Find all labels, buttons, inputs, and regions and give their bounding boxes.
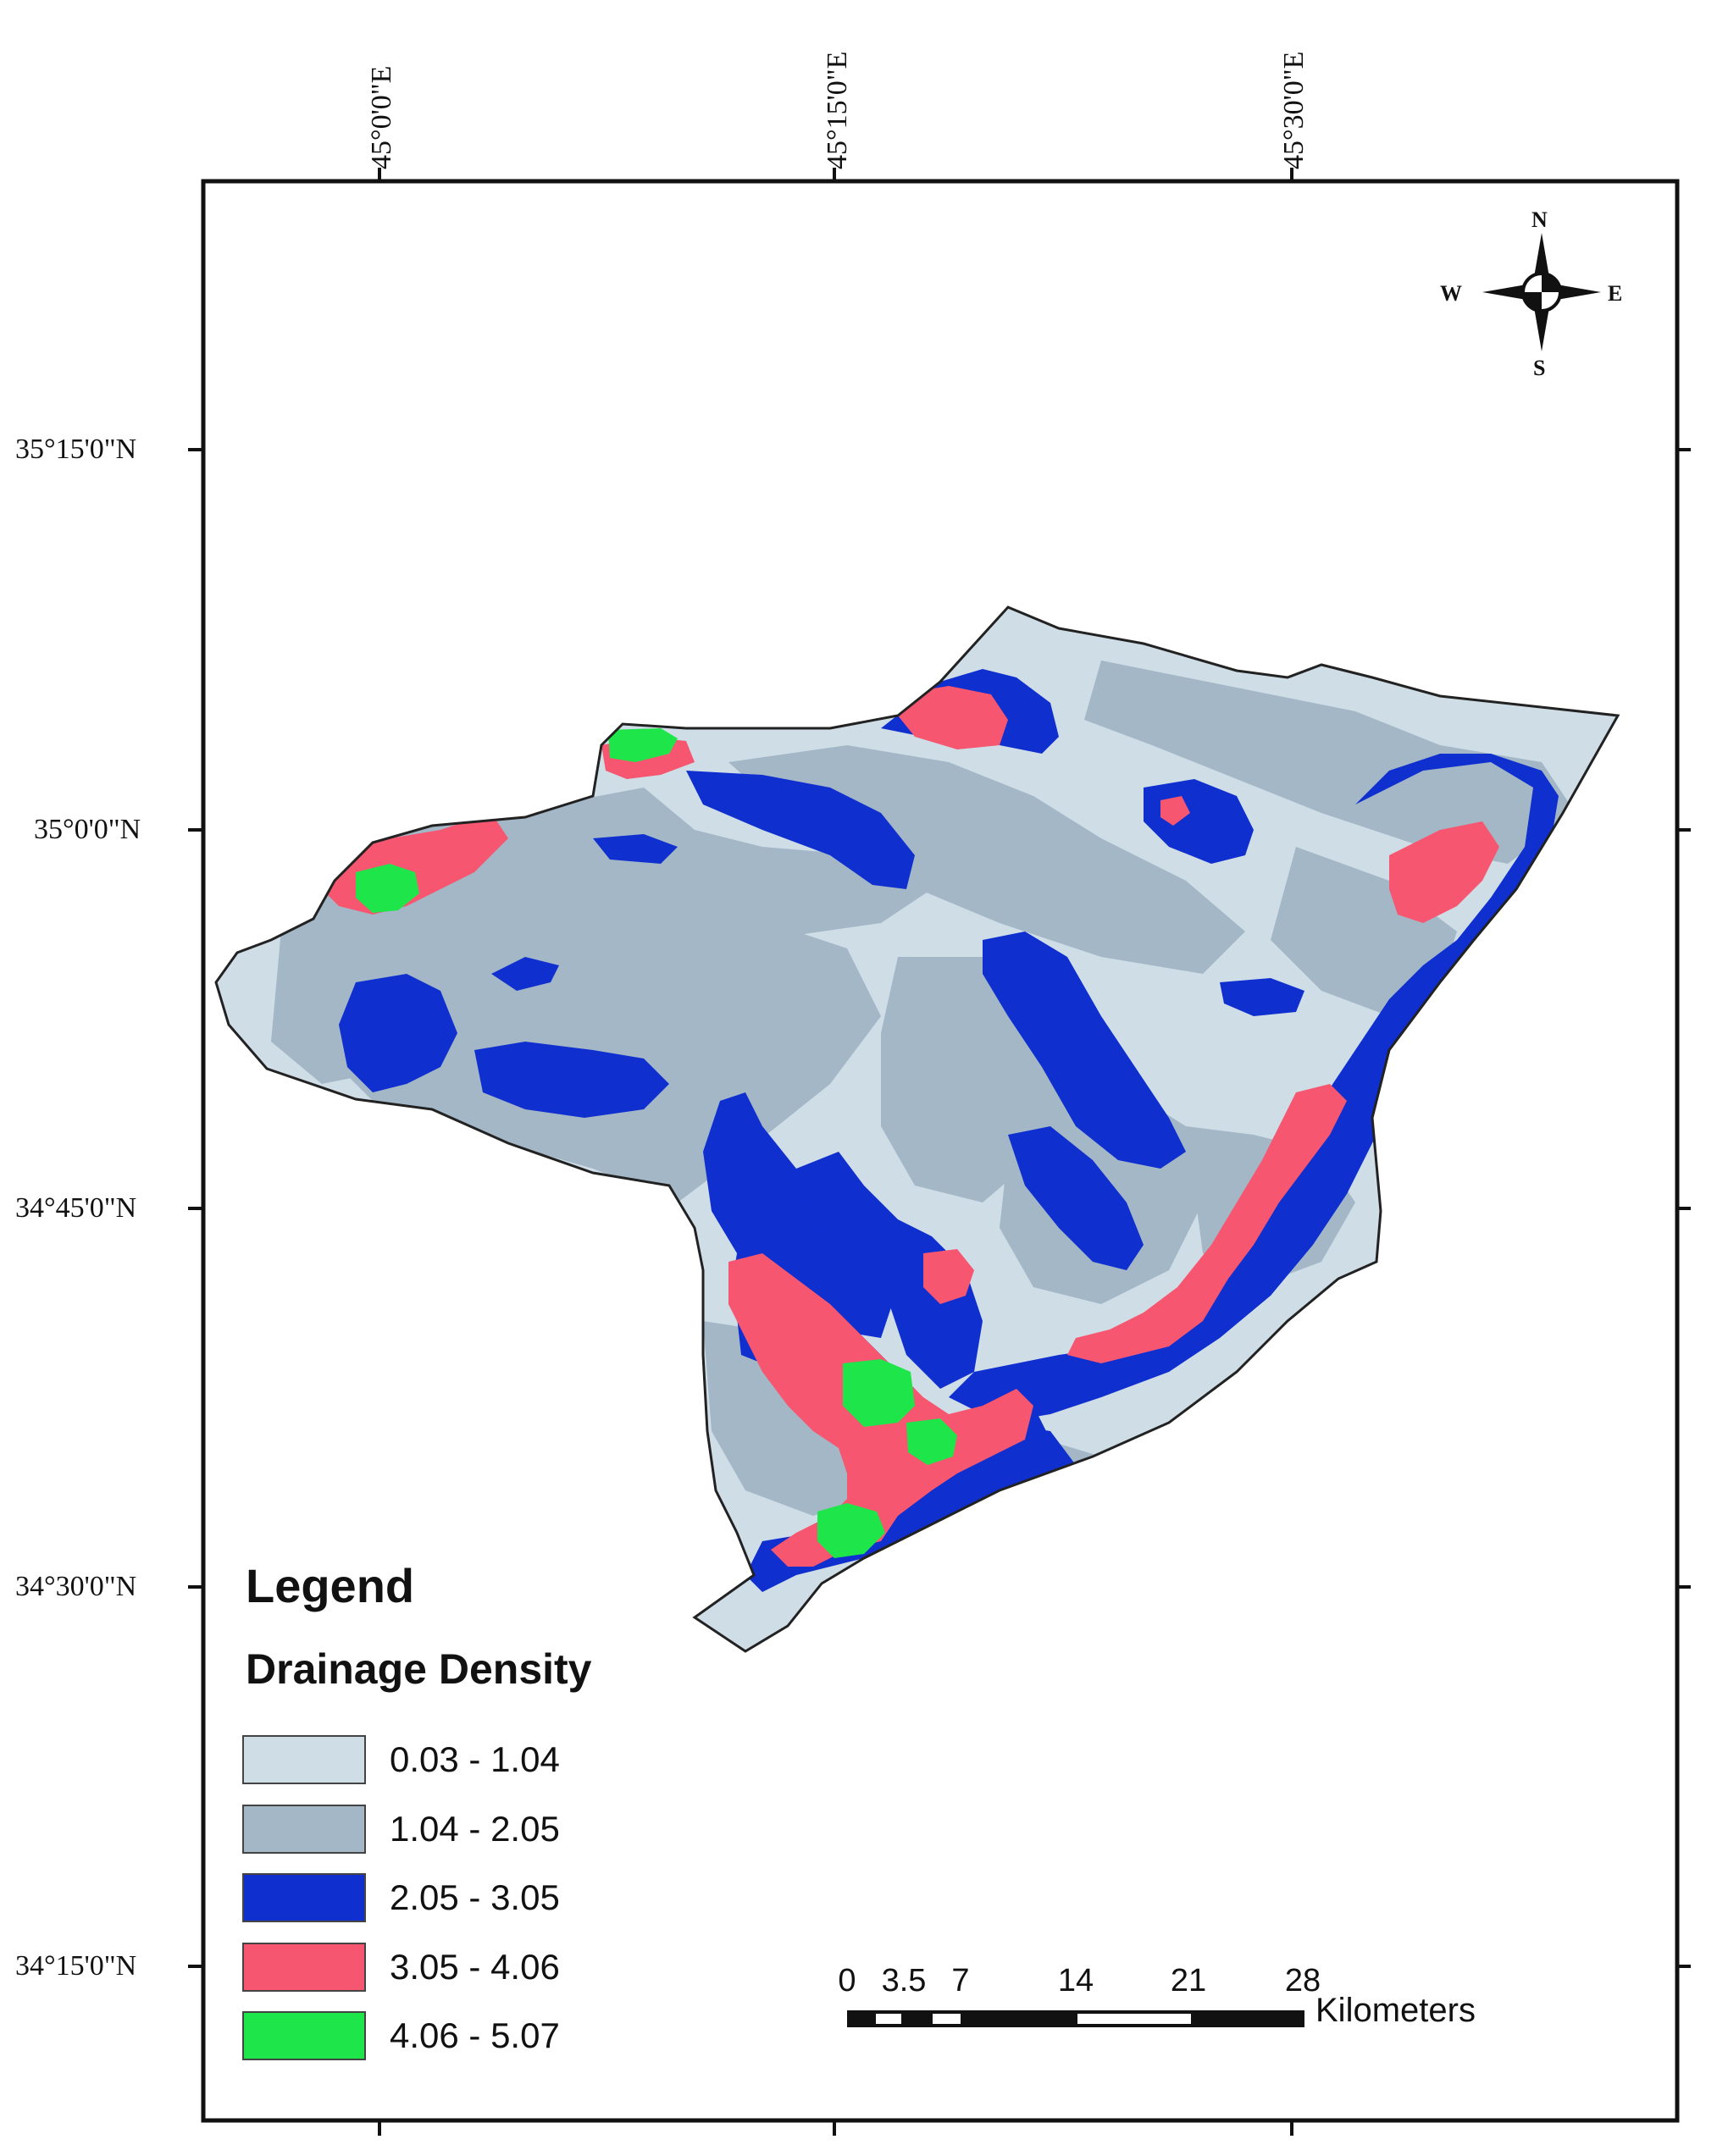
legend-item: 3.05 - 4.06: [242, 1941, 560, 1993]
scale-tick-label: 21: [1170, 1963, 1207, 1998]
latitude-label: 34°15'0"N: [15, 1950, 137, 1982]
scale-tick-label: 28: [1284, 1963, 1321, 1998]
longitude-label: 45°30'0"E: [1278, 51, 1310, 169]
legend-swatch: [242, 1735, 366, 1784]
legend-label: 1.04 - 2.05: [390, 1809, 560, 1849]
compass-north-label: N: [1531, 207, 1548, 232]
latitude-label: 34°45'0"N: [15, 1192, 137, 1224]
class-layer-4-06-5-07: [356, 728, 957, 1558]
legend-label: 2.05 - 3.05: [390, 1877, 560, 1917]
scale-bar: [847, 2010, 1304, 2027]
scale-unit-label: Kilometers: [1315, 1992, 1476, 2029]
latitude-label: 35°15'0"N: [15, 434, 137, 465]
legend-swatch: [242, 2011, 366, 2060]
compass-rose-icon: [1482, 233, 1601, 351]
graticule-ticks: [188, 168, 1691, 2136]
scale-tick-label: 7: [951, 1963, 970, 1998]
basin-outline: [214, 605, 1620, 1653]
legend-swatch: [242, 1805, 366, 1854]
legend-item: 4.06 - 5.07: [242, 2010, 560, 2062]
legend-label: 3.05 - 4.06: [390, 1947, 560, 1987]
longitude-label: 45°0'0"E: [366, 65, 397, 169]
legend-swatch: [242, 1873, 366, 1922]
legend-item: 2.05 - 3.05: [242, 1871, 560, 1924]
compass-south-label: S: [1533, 356, 1546, 380]
legend-swatch: [242, 1943, 366, 1992]
latitude-label: 34°30'0"N: [15, 1571, 137, 1602]
scale-tick-label: 14: [1057, 1963, 1094, 1998]
legend-title: Legend: [246, 1559, 415, 1612]
legend-label: 4.06 - 5.07: [390, 2015, 560, 2055]
legend-subtitle: Drainage Density: [246, 1645, 592, 1693]
compass-west-label: W: [1440, 281, 1462, 306]
longitude-label: 45°15'0"E: [822, 51, 853, 169]
scale-tick-label: 0: [838, 1963, 856, 1998]
latitude-label: 35°0'0"N: [34, 814, 141, 845]
scale-tick-label: 3.5: [881, 1963, 927, 1998]
compass-east-label: E: [1608, 281, 1623, 306]
legend-label: 0.03 - 1.04: [390, 1739, 560, 1779]
legend-item: 0.03 - 1.04: [242, 1733, 560, 1786]
legend-item: 1.04 - 2.05: [242, 1803, 560, 1855]
